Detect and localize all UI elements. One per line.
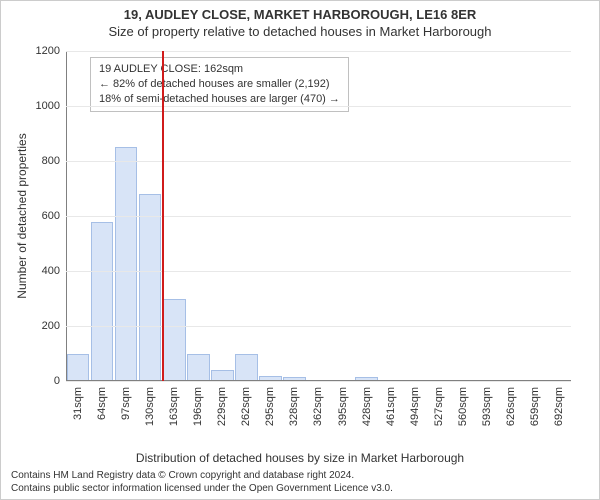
x-tick-label: 395sqm bbox=[337, 387, 349, 426]
x-axis-label: Distribution of detached houses by size … bbox=[1, 451, 599, 465]
x-tick-label: 659sqm bbox=[529, 387, 541, 426]
x-tick-label: 494sqm bbox=[409, 387, 421, 426]
annotation-line2: ← 82% of detached houses are smaller (2,… bbox=[99, 77, 340, 92]
reference-line bbox=[162, 51, 164, 381]
x-tick-label: 626sqm bbox=[505, 387, 517, 426]
plot-area: 31sqm64sqm97sqm130sqm163sqm196sqm229sqm2… bbox=[66, 51, 571, 381]
chart-title-sub: Size of property relative to detached ho… bbox=[1, 22, 599, 39]
footer-line2: Contains public sector information licen… bbox=[11, 482, 589, 495]
gridline bbox=[66, 326, 571, 327]
histogram-bar bbox=[163, 299, 186, 382]
x-tick-label: 196sqm bbox=[192, 387, 204, 426]
x-tick-label: 692sqm bbox=[553, 387, 565, 426]
x-tick-label: 31sqm bbox=[72, 387, 84, 420]
footer-line1: Contains HM Land Registry data © Crown c… bbox=[11, 469, 589, 482]
histogram-bar bbox=[235, 354, 258, 382]
x-tick-label: 560sqm bbox=[457, 387, 469, 426]
y-tick-label: 800 bbox=[42, 155, 60, 167]
x-tick-label: 163sqm bbox=[168, 387, 180, 426]
annotation-line3: 18% of semi-detached houses are larger (… bbox=[99, 92, 340, 107]
x-tick-label: 328sqm bbox=[288, 387, 300, 426]
x-tick-label: 229sqm bbox=[216, 387, 228, 426]
x-tick-label: 130sqm bbox=[144, 387, 156, 426]
x-tick-label: 593sqm bbox=[481, 387, 493, 426]
x-tick-label: 64sqm bbox=[96, 387, 108, 420]
gridline bbox=[66, 51, 571, 52]
gridline bbox=[66, 271, 571, 272]
annotation-line1: 19 AUDLEY CLOSE: 162sqm bbox=[99, 62, 340, 77]
gridline bbox=[66, 381, 571, 382]
y-tick-label: 1200 bbox=[36, 45, 60, 57]
histogram-bar bbox=[91, 222, 114, 382]
y-tick-label: 400 bbox=[42, 265, 60, 277]
y-tick-label: 200 bbox=[42, 320, 60, 332]
chart-title-main: 19, AUDLEY CLOSE, MARKET HARBOROUGH, LE1… bbox=[1, 1, 599, 22]
chart-container: 19, AUDLEY CLOSE, MARKET HARBOROUGH, LE1… bbox=[0, 0, 600, 500]
x-tick-label: 428sqm bbox=[361, 387, 373, 426]
x-tick-label: 262sqm bbox=[240, 387, 252, 426]
histogram-bar bbox=[115, 147, 138, 381]
gridline bbox=[66, 161, 571, 162]
gridline bbox=[66, 216, 571, 217]
x-tick-label: 295sqm bbox=[264, 387, 276, 426]
y-axis-label: Number of detached properties bbox=[15, 133, 29, 298]
y-tick-label: 0 bbox=[54, 375, 60, 387]
footer: Contains HM Land Registry data © Crown c… bbox=[11, 469, 589, 495]
annotation-box: 19 AUDLEY CLOSE: 162sqm ← 82% of detache… bbox=[90, 57, 349, 112]
x-tick-label: 97sqm bbox=[120, 387, 132, 420]
histogram-bar bbox=[139, 194, 162, 381]
x-tick-label: 362sqm bbox=[312, 387, 324, 426]
x-tick-label: 461sqm bbox=[385, 387, 397, 426]
x-tick-label: 527sqm bbox=[433, 387, 445, 426]
histogram-bar bbox=[67, 354, 90, 382]
y-tick-label: 600 bbox=[42, 210, 60, 222]
histogram-bar bbox=[187, 354, 210, 382]
gridline bbox=[66, 106, 571, 107]
y-tick-label: 1000 bbox=[36, 100, 60, 112]
